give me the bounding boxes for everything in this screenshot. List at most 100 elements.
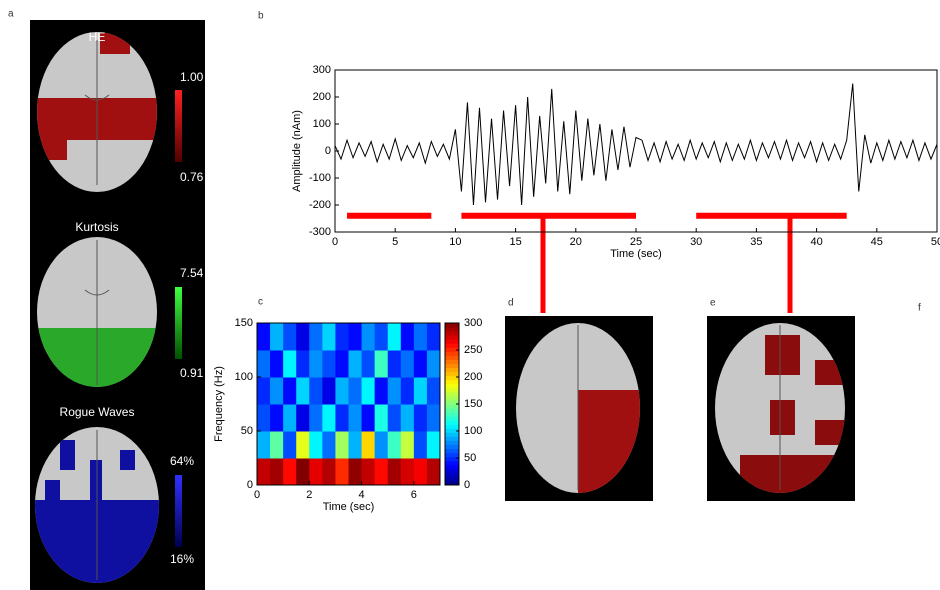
colorbar-segment	[445, 461, 459, 466]
heatmap-cell	[388, 431, 402, 459]
heatmap-cell	[401, 458, 415, 486]
heatmap-cell	[375, 458, 389, 486]
colorbar-segment	[445, 473, 459, 478]
colorbar-segment	[445, 412, 459, 417]
x-tick-label: 35	[750, 236, 762, 248]
heatmap-cell	[362, 404, 376, 432]
heatmap-cell	[270, 404, 284, 432]
heatmap-cell	[257, 377, 271, 405]
heatmap-cell	[257, 404, 271, 432]
brain-title: HE	[89, 30, 106, 44]
heatmap-cell	[362, 377, 376, 405]
heatmap-cell	[283, 323, 297, 351]
heatmap-cell	[322, 377, 336, 405]
colorbar-segment	[445, 351, 459, 356]
heatmap-cell	[349, 323, 363, 351]
heatmap-cell	[375, 404, 389, 432]
heatmap-cell	[401, 377, 415, 405]
colorbar-segment	[445, 408, 459, 413]
colorbar-segment	[445, 416, 459, 421]
y-tick-label: 100	[313, 118, 331, 130]
heatmap-cell	[349, 377, 363, 405]
heatmap-cell	[414, 404, 428, 432]
heatmap-cell	[335, 350, 349, 378]
heatmap-cell	[309, 323, 323, 351]
y-tick-label: 0	[247, 479, 253, 491]
heatmap-cell	[296, 350, 310, 378]
x-tick-label: 6	[411, 489, 417, 501]
heatmap-cell	[296, 431, 310, 459]
heatmap-cell	[270, 323, 284, 351]
colorbar-segment	[445, 323, 459, 328]
heatmap-cell	[362, 323, 376, 351]
heatmap-cell	[401, 323, 415, 351]
signal-line	[335, 84, 937, 206]
colorbar-segment	[445, 396, 459, 401]
colorbar-segment	[445, 440, 459, 445]
colorbar-tick-label: 150	[464, 398, 482, 410]
panel-label: b	[258, 11, 264, 22]
heatmap-cell	[309, 431, 323, 459]
heatmap-cell	[362, 431, 376, 459]
colorbar-segment	[445, 380, 459, 385]
heatmap-cell	[322, 404, 336, 432]
colorbar-segment	[445, 372, 459, 377]
heatmap-cell	[257, 458, 271, 486]
heatmap-cell	[427, 458, 441, 486]
heatmap-cell	[427, 431, 441, 459]
heatmap-cell	[388, 458, 402, 486]
colorbar-segment	[445, 376, 459, 381]
heatmap-cell	[401, 350, 415, 378]
brain	[37, 32, 157, 192]
colorbar-segment	[445, 436, 459, 441]
heatmap-cell	[427, 404, 441, 432]
colorbar-segment	[445, 335, 459, 340]
heatmap-cell	[335, 323, 349, 351]
heatmap-cell	[283, 431, 297, 459]
x-tick-label: 2	[306, 489, 312, 501]
x-tick-label: 30	[690, 236, 702, 248]
heatmap-cell	[375, 431, 389, 459]
x-tick-label: 50	[931, 236, 940, 248]
connector	[543, 215, 790, 313]
heatmap-cell	[375, 323, 389, 351]
y-axis-label: Frequency (Hz)	[213, 366, 225, 442]
heatmap-cell	[349, 404, 363, 432]
heatmap-cell	[388, 350, 402, 378]
colorbar-segment	[445, 392, 459, 397]
x-tick-label: 40	[810, 236, 822, 248]
heatmap-cell	[388, 404, 402, 432]
colorbar-segment	[445, 477, 459, 482]
heatmap-cell	[427, 377, 441, 405]
heatmap-cell	[296, 404, 310, 432]
y-tick-label: -100	[309, 172, 331, 184]
colorbar-label: 7.54	[180, 266, 204, 280]
heatmap-cell	[257, 431, 271, 459]
heatmap-cell	[283, 377, 297, 405]
heatmap-cell	[270, 458, 284, 486]
x-tick-label: 45	[871, 236, 883, 248]
colorbar-tick-label: 300	[464, 317, 482, 329]
colorbar-segment	[445, 469, 459, 474]
y-tick-label: 100	[235, 371, 253, 383]
heatmap-cell	[388, 377, 402, 405]
colorbar-segment	[445, 384, 459, 389]
heatmap-cell	[257, 350, 271, 378]
colorbar-label: 1.00	[180, 70, 204, 84]
heatmap-cell	[283, 458, 297, 486]
colorbar-segment	[445, 368, 459, 373]
x-tick-label: 20	[570, 236, 582, 248]
heatmap-cell	[349, 431, 363, 459]
heatmap-cell	[296, 377, 310, 405]
heatmap-cell	[362, 458, 376, 486]
y-tick-label: 200	[313, 91, 331, 103]
x-axis-label: Time (sec)	[610, 248, 662, 260]
heatmap-cell	[414, 458, 428, 486]
heatmap-cell	[427, 323, 441, 351]
figure: a b c d e f HE 1.00 0.76 Kurtosis 7.54 0…	[0, 0, 940, 590]
heatmap-cell	[349, 350, 363, 378]
x-tick-label: 10	[449, 236, 461, 248]
colorbar-tick-label: 250	[464, 344, 482, 356]
brain-title: Rogue Waves	[60, 405, 135, 419]
heatmap-cell	[414, 377, 428, 405]
